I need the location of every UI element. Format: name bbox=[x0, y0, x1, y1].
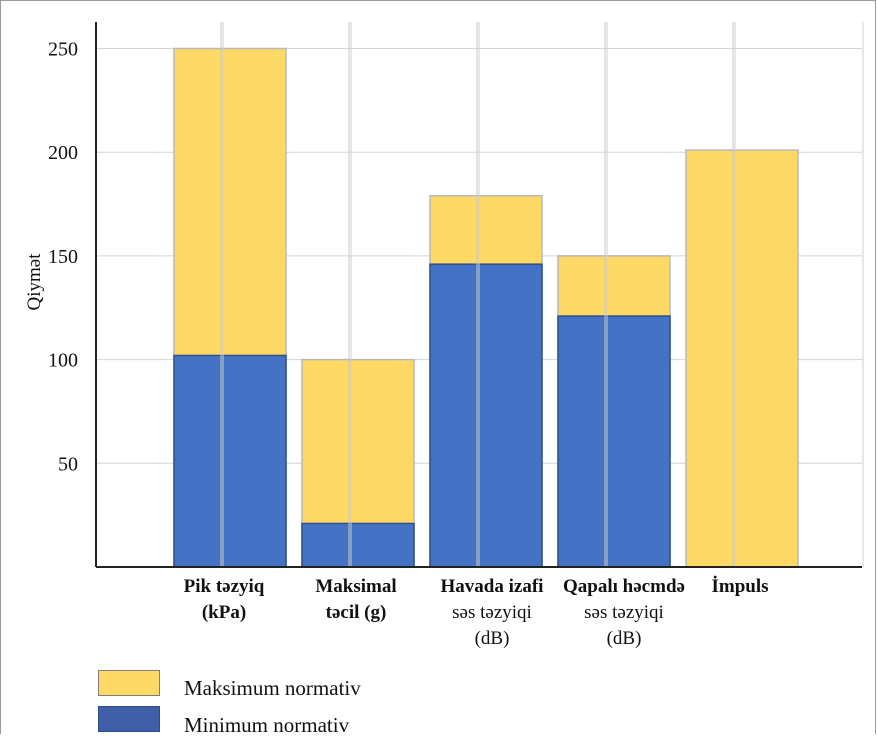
bar-min-2 bbox=[429, 263, 543, 568]
x-tick-2-line-1: səs təzyiqi bbox=[452, 602, 532, 623]
bar-min-0 bbox=[173, 354, 287, 568]
axes bbox=[95, 22, 862, 568]
legend-label-max: Maksimum normativ bbox=[184, 676, 361, 700]
bar-min-1 bbox=[301, 522, 415, 568]
y-tick-100: 100 bbox=[48, 350, 78, 372]
x-tick-3-line-1: səs təzyiqi bbox=[584, 602, 664, 623]
vertical-grid-lines bbox=[220, 22, 864, 567]
x-tick-4-line-0: İmpuls bbox=[711, 576, 768, 597]
y-tick-200: 200 bbox=[48, 142, 78, 164]
legend-label-min: Minimum normativ bbox=[184, 713, 350, 737]
y-tick-50: 50 bbox=[58, 453, 78, 475]
x-tick-1-line-0: Maksimal bbox=[315, 576, 396, 597]
bar-max-4 bbox=[685, 149, 799, 568]
x-tick-3-line-2: (dB) bbox=[607, 628, 642, 649]
bars bbox=[173, 47, 799, 568]
x-tick-3-line-0: Qapalı həcmdə bbox=[563, 576, 685, 597]
bar-min-3 bbox=[557, 315, 671, 568]
legend-swatch-max bbox=[98, 670, 160, 696]
y-tick-150: 150 bbox=[48, 246, 78, 268]
y-axis-label: Qiymət bbox=[24, 253, 45, 311]
x-tick-2-line-0: Havada izafi bbox=[441, 576, 544, 597]
y-tick-labels: 50 100 150 200 250 bbox=[48, 39, 78, 476]
y-tick-250: 250 bbox=[48, 39, 78, 61]
x-tick-0-line-1: (kPa) bbox=[202, 602, 246, 623]
x-tick-1-line-1: təcil (g) bbox=[326, 602, 387, 623]
x-tick-labels: Pik təzyiq (kPa) Maksimal təcil (g) Havada i… bbox=[184, 576, 769, 649]
x-tick-2-line-2: (dB) bbox=[475, 628, 510, 649]
bar-chart: 50 100 150 200 250 Pik təzyiq (kPa) Maksimal tə… bbox=[24, 22, 864, 649]
legend-swatch-min bbox=[98, 706, 160, 732]
x-tick-0-line-0: Pik təzyiq bbox=[184, 576, 265, 597]
